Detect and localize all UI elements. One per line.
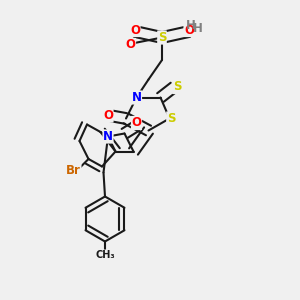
Text: O: O (184, 23, 194, 37)
Text: O: O (103, 109, 113, 122)
Text: S: S (158, 31, 166, 44)
Text: CH₃: CH₃ (95, 250, 115, 260)
Text: S: S (167, 112, 175, 125)
Text: O: O (125, 38, 136, 52)
Text: H: H (186, 19, 195, 32)
Text: O: O (131, 116, 142, 130)
Text: N: N (131, 91, 142, 104)
Text: H: H (193, 22, 202, 35)
Text: S: S (173, 80, 181, 94)
Text: N: N (103, 130, 113, 143)
Text: O: O (130, 23, 140, 37)
Text: Br: Br (66, 164, 81, 178)
